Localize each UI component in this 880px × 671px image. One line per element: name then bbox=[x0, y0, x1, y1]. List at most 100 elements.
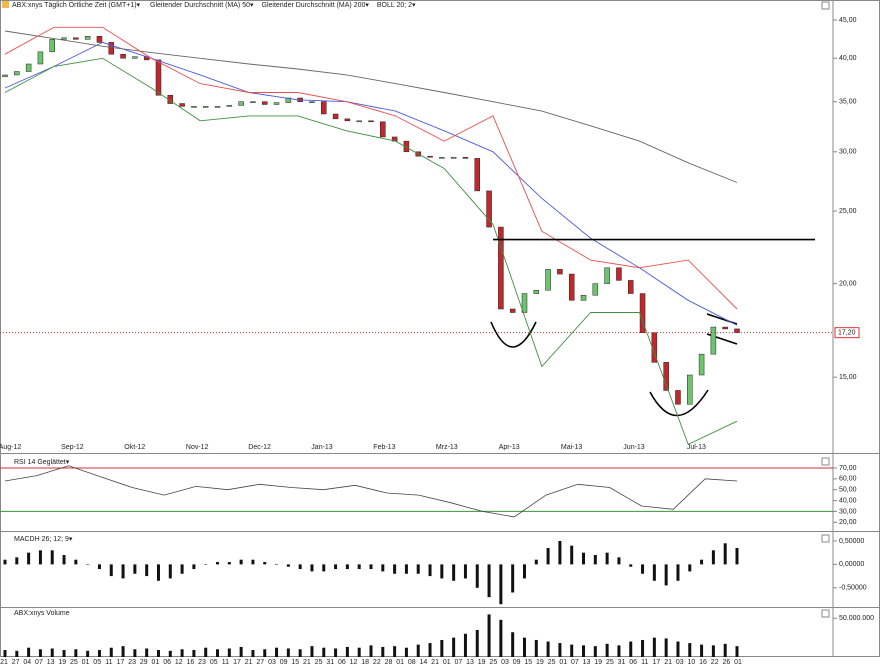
bar bbox=[570, 545, 574, 565]
bar bbox=[145, 648, 149, 657]
bar bbox=[381, 646, 385, 657]
x-tick-label: 25 bbox=[548, 659, 556, 666]
candle-body bbox=[462, 157, 469, 159]
candle-body bbox=[380, 121, 386, 138]
panel-title: RSI 14 Geglättet▾ bbox=[14, 459, 70, 466]
x-tick-label: 16 bbox=[187, 659, 195, 666]
candle-body bbox=[533, 289, 540, 294]
bar bbox=[534, 559, 538, 565]
x-tick-label: 19 bbox=[478, 659, 486, 666]
bar bbox=[86, 564, 90, 565]
last-price-box bbox=[834, 327, 860, 339]
x-tick-label: 08 bbox=[408, 659, 416, 666]
y-tick-label: 30,00 bbox=[839, 508, 857, 515]
bar bbox=[617, 645, 621, 657]
x-tick-label: 06 bbox=[338, 659, 346, 666]
candle-body bbox=[427, 155, 433, 158]
bar bbox=[475, 564, 479, 588]
close-button[interactable] bbox=[821, 457, 830, 466]
month-label: Mai-13 bbox=[561, 444, 583, 451]
x-tick-label: 18 bbox=[361, 659, 369, 666]
x-tick-label: 01 bbox=[396, 659, 404, 666]
x-tick-label: 15 bbox=[291, 659, 299, 666]
bar bbox=[676, 641, 680, 657]
x-tick-label: 12 bbox=[350, 659, 358, 666]
last-price-label: 17,20 bbox=[838, 330, 856, 337]
bar bbox=[227, 648, 231, 657]
bar bbox=[310, 646, 314, 657]
candle-body bbox=[450, 157, 457, 159]
bar bbox=[38, 649, 42, 657]
bar bbox=[641, 564, 645, 574]
y-tick-label: 25,00 bbox=[839, 208, 857, 215]
bar bbox=[369, 645, 373, 657]
close-button[interactable] bbox=[821, 534, 830, 543]
bar bbox=[50, 550, 54, 565]
x-tick-label: 11 bbox=[222, 659, 229, 666]
x-tick-label: 26 bbox=[722, 659, 730, 666]
symbol-icon[interactable] bbox=[2, 1, 9, 8]
candle-body bbox=[309, 101, 315, 103]
candle-body bbox=[179, 103, 185, 107]
bar bbox=[109, 564, 113, 577]
candle-body bbox=[557, 269, 563, 275]
month-label: Jun-13 bbox=[623, 444, 645, 451]
x-tick-label: 01 bbox=[443, 659, 451, 666]
bar bbox=[664, 564, 668, 586]
bar bbox=[463, 564, 467, 579]
bar bbox=[558, 540, 562, 565]
candle-body bbox=[734, 328, 740, 333]
x-tick-label: 17 bbox=[653, 659, 661, 666]
candle-body bbox=[214, 106, 221, 108]
month-label: Nov-12 bbox=[186, 444, 209, 451]
y-tick-label: 0,00000 bbox=[839, 561, 864, 568]
bar bbox=[393, 646, 397, 657]
x-tick-label: 05 bbox=[93, 659, 101, 666]
bar bbox=[192, 564, 196, 570]
x-tick-label: 01 bbox=[559, 659, 567, 666]
bar bbox=[251, 559, 255, 565]
y-tick-label: 40,00 bbox=[839, 55, 857, 62]
y-tick-label: 0,50000 bbox=[839, 538, 864, 545]
candle-body bbox=[486, 190, 492, 228]
bar bbox=[38, 550, 42, 565]
close-button[interactable] bbox=[821, 609, 830, 618]
close-button[interactable] bbox=[821, 1, 830, 10]
bar bbox=[310, 564, 314, 572]
indicator-line bbox=[4, 30, 738, 183]
x-tick-label: 17 bbox=[117, 659, 125, 666]
y-tick-label: 50,00 bbox=[839, 487, 857, 494]
x-tick-label: 21 bbox=[664, 659, 672, 666]
candle-body bbox=[356, 120, 362, 123]
x-tick-label: 05 bbox=[210, 659, 218, 666]
candle-body bbox=[439, 157, 445, 159]
candle-body bbox=[108, 42, 115, 55]
bar bbox=[180, 649, 184, 657]
x-tick-label: 01 bbox=[152, 659, 160, 666]
bar bbox=[404, 564, 408, 574]
rsi-line bbox=[4, 465, 738, 518]
candle-body bbox=[250, 101, 256, 103]
candle-body bbox=[698, 353, 705, 376]
bar bbox=[511, 564, 515, 593]
candle-body bbox=[120, 53, 126, 59]
bar bbox=[735, 547, 739, 565]
bar bbox=[688, 564, 692, 572]
x-tick-label: 25 bbox=[315, 659, 323, 666]
x-tick-label: 21 bbox=[431, 659, 439, 666]
bar bbox=[275, 647, 279, 657]
bar bbox=[735, 646, 739, 657]
x-tick-label: 07 bbox=[571, 659, 579, 666]
x-tick-label: 27 bbox=[256, 659, 264, 666]
month-label: Jan-13 bbox=[311, 444, 333, 451]
bar bbox=[582, 645, 586, 657]
bar bbox=[711, 550, 715, 565]
candle-body bbox=[604, 267, 610, 284]
bar bbox=[534, 639, 538, 657]
bar bbox=[499, 564, 503, 605]
bar bbox=[263, 562, 267, 565]
legend-entry: BOLL 20; 2▾ bbox=[377, 2, 416, 9]
x-tick-label: 14 bbox=[420, 659, 428, 666]
x-tick-label: 23 bbox=[128, 659, 136, 666]
candle-body bbox=[675, 390, 681, 405]
